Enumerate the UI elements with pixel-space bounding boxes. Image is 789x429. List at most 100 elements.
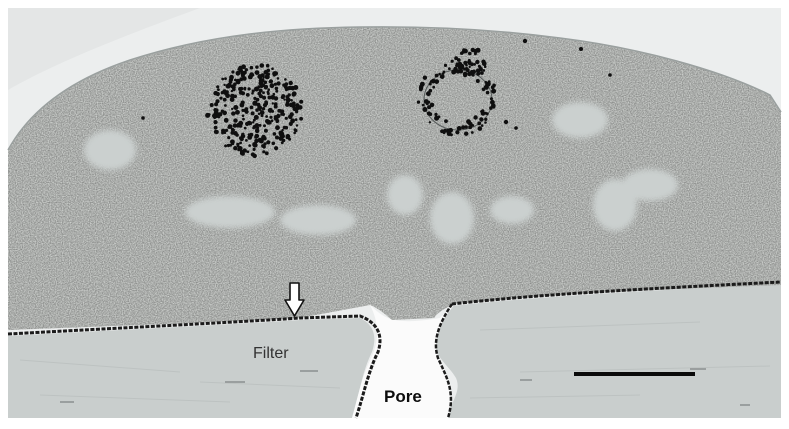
gold-particle [263, 128, 268, 133]
gold-particle [237, 68, 240, 71]
gold-particle [220, 91, 224, 95]
gold-particle [281, 94, 286, 99]
gold-particle [252, 147, 256, 151]
membrane-stain [7, 314, 382, 419]
gold-particle [217, 116, 221, 119]
gold-particle [254, 133, 260, 139]
gold-particle [227, 136, 231, 140]
gold-particle [245, 139, 248, 142]
gold-particle [224, 128, 229, 132]
gold-particle [271, 141, 276, 146]
gold-particle [422, 107, 428, 112]
gold-particle [281, 128, 284, 132]
gold-particle [284, 82, 289, 86]
gold-particle [421, 103, 425, 107]
gold-particle [492, 105, 496, 109]
gold-particle [456, 58, 461, 62]
gold-particle [477, 121, 482, 126]
gold-particle [229, 74, 234, 80]
gold-particle [271, 109, 275, 113]
gold-particle [226, 143, 231, 148]
gold-particle [245, 121, 250, 126]
gold-particle [268, 80, 271, 84]
gold-particle [237, 146, 243, 151]
gold-particle [254, 138, 259, 144]
gold-particle [229, 97, 235, 102]
gold-particle [465, 68, 470, 73]
gold-particle [253, 114, 259, 120]
gold-particle [283, 85, 288, 89]
gold-particle [269, 83, 275, 89]
gold-particle [485, 112, 489, 116]
gold-particle [260, 114, 264, 118]
gold-particle [476, 71, 481, 76]
gold-particle [416, 100, 421, 104]
gold-particle [262, 95, 267, 100]
gold-particle [491, 100, 495, 103]
gold-particle [468, 65, 471, 69]
gold-particle [247, 87, 251, 91]
gold-particle [258, 88, 263, 93]
gold-particle [468, 125, 473, 130]
gold-particle [263, 142, 267, 146]
gold-particle [213, 129, 218, 134]
gold-particle [205, 112, 211, 118]
gold-particle [242, 70, 246, 74]
gold-particle [438, 72, 441, 76]
gold-particle [484, 121, 487, 124]
gold-particle [244, 150, 248, 153]
gold-particle [241, 64, 247, 70]
gold-particle [261, 107, 266, 111]
gold-particle [477, 126, 483, 131]
gold-particle [473, 63, 476, 66]
gold-particle [490, 85, 495, 90]
gold-particle [448, 127, 453, 133]
gold-particle [239, 149, 244, 154]
gold-particle [223, 117, 229, 123]
gold-particle [257, 104, 260, 107]
gold-particle [272, 132, 277, 136]
gold-particle [291, 91, 297, 97]
gold-particle [265, 63, 270, 68]
gold-particle [235, 70, 241, 76]
gold-particle [425, 102, 429, 106]
gold-particle [238, 124, 243, 128]
gold-particle [236, 78, 241, 83]
gold-particle [260, 78, 265, 83]
gold-particle [233, 146, 238, 151]
gold-particle [276, 77, 280, 80]
gold-particle [213, 108, 218, 112]
gold-particle [294, 128, 298, 133]
scale-bar [574, 372, 695, 376]
pore-label: Pore [384, 387, 422, 406]
gold-particle [235, 110, 239, 115]
gold-particle [471, 73, 475, 77]
gold-particle [464, 131, 469, 136]
gold-particle [217, 112, 223, 117]
gold-particle [245, 93, 250, 97]
gold-particle-cluster-left [205, 63, 304, 159]
gold-particle [247, 133, 251, 137]
gold-particle [266, 68, 271, 73]
gold-particle [439, 74, 445, 79]
gold-particle [225, 83, 231, 89]
gold-particle [293, 131, 297, 135]
gold-particle [213, 120, 218, 125]
gold-particle [444, 119, 448, 123]
gold-particle [241, 132, 245, 136]
gold-particle [255, 65, 259, 69]
gold-particle [491, 88, 497, 94]
gold-particle [233, 118, 238, 123]
gold-particle [212, 113, 217, 118]
gold-particle [236, 142, 240, 146]
gold-particle [257, 112, 261, 116]
gold-particle [288, 102, 294, 108]
gold-particle [252, 121, 255, 124]
gold-particle [478, 65, 482, 69]
gold-particle [224, 104, 227, 107]
gold-particle [288, 80, 293, 86]
gold-particle [285, 95, 290, 99]
gold-particle [275, 89, 279, 93]
gold-particle [243, 87, 247, 91]
